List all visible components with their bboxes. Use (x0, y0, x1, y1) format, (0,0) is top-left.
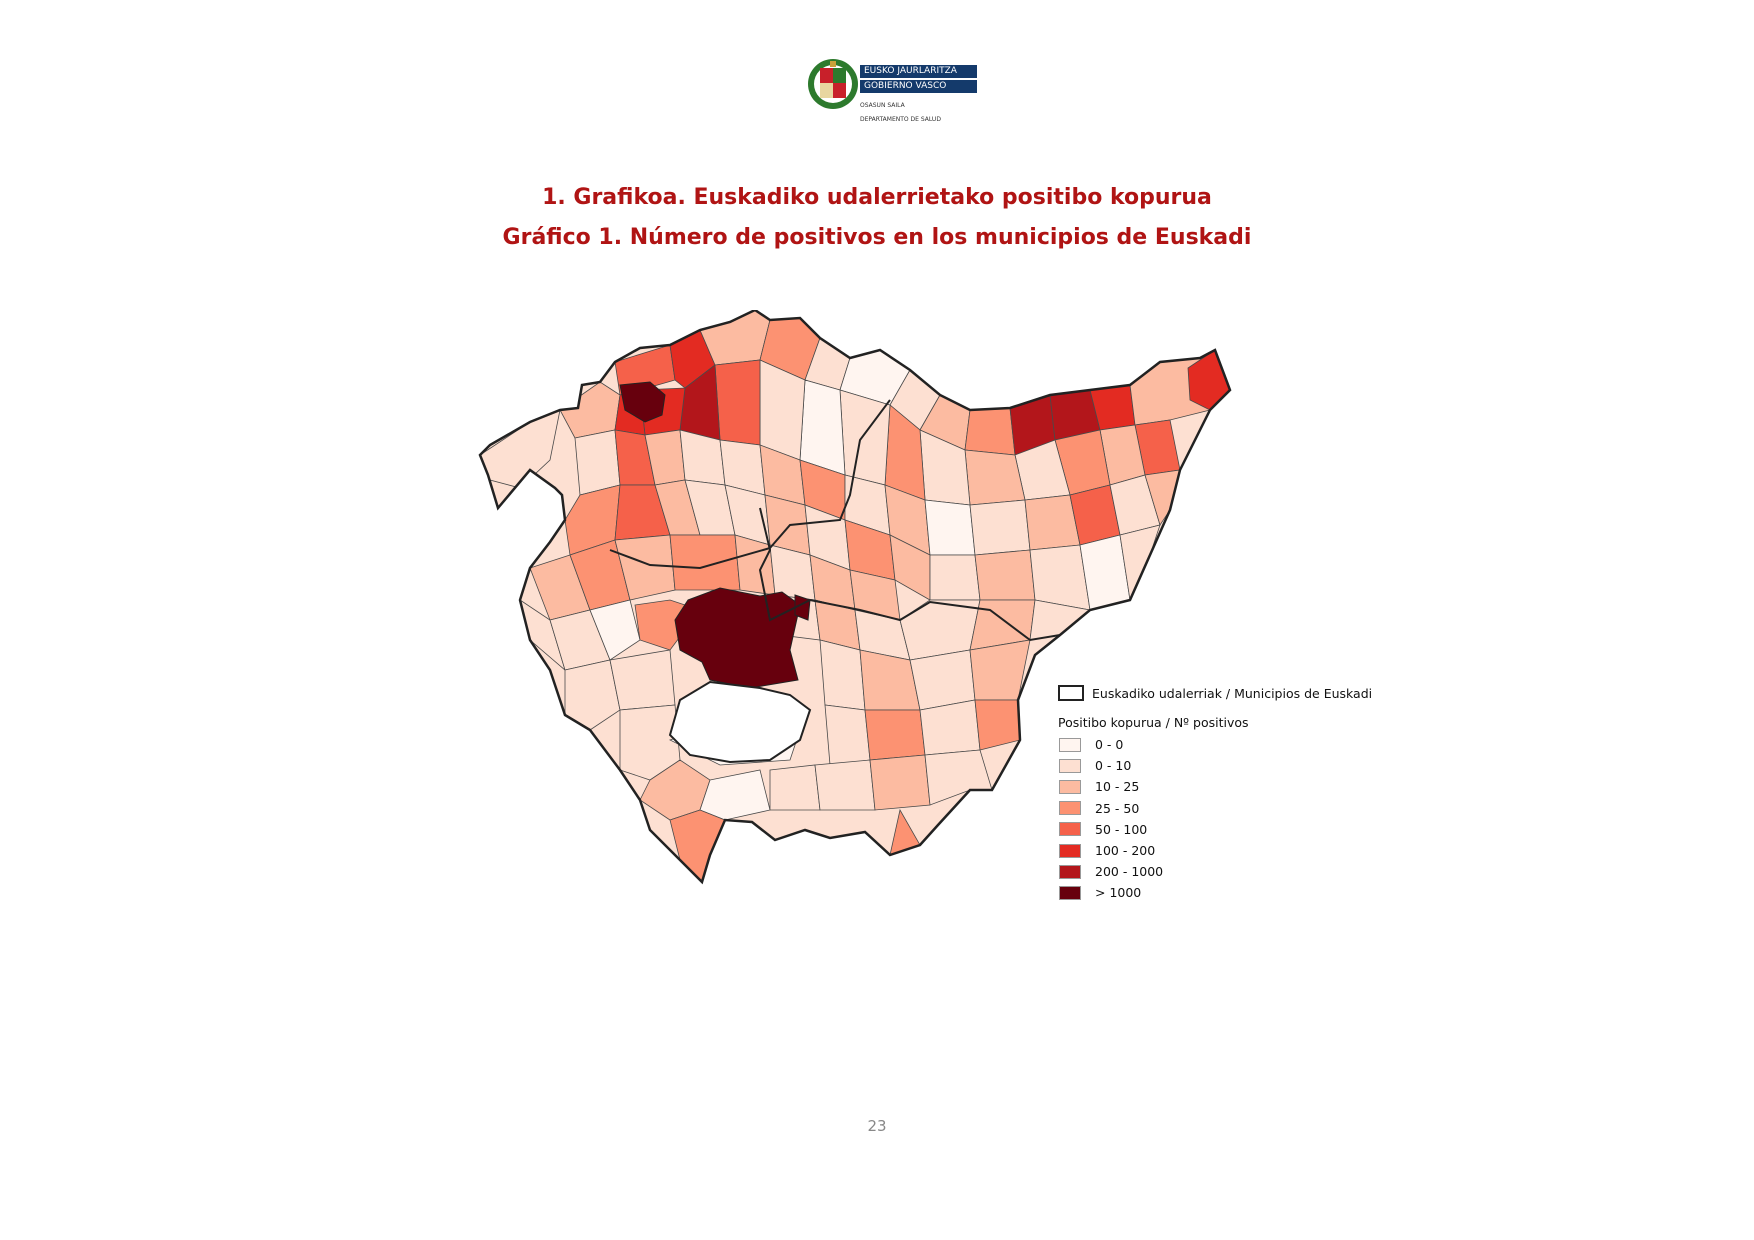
municipality-patches (480, 310, 1230, 882)
municipality-patch (824, 704, 871, 766)
legend-item-label: > 1000 (1095, 885, 1142, 901)
legend-swatch (1059, 822, 1081, 837)
municipality-patch (964, 407, 1016, 456)
legend-swatch (1059, 801, 1081, 816)
legend-item: > 1000 (1058, 882, 1372, 903)
bilbao-hotspot (619, 381, 666, 423)
municipality-patch (964, 449, 1026, 506)
municipality-patch (799, 829, 871, 882)
department-name-spanish: DEPARTAMENTO DE SALUD (860, 116, 941, 123)
municipality-patch (974, 549, 1036, 601)
municipality-patch (814, 759, 876, 811)
legend-swatch (1059, 885, 1081, 900)
legend-boundary-row: Euskadiko udalerriak / Municipios de Eus… (1058, 682, 1372, 704)
municipality-patch (799, 379, 846, 476)
logo-text-spanish: GOBIERNO VASCO (860, 80, 977, 93)
municipality-patch (869, 754, 931, 811)
title-basque: 1. Grafikoa. Euskadiko udalerrietako pos… (542, 185, 1212, 210)
province-boundaries (609, 399, 1061, 642)
coat-of-arms-icon (808, 59, 858, 109)
legend-item: 50 - 100 (1058, 819, 1372, 840)
legend-swatch (1059, 758, 1081, 773)
municipality-patch (609, 649, 676, 711)
boundary-swatch (1058, 685, 1084, 701)
logo-text-basque: EUSKO JAURLARITZA (860, 65, 977, 78)
legend-item: 0 - 10 (1058, 755, 1372, 776)
municipality-patch (969, 499, 1031, 556)
municipality-patch (669, 534, 741, 591)
region-outline (478, 310, 1232, 885)
municipality-patch (669, 809, 726, 882)
municipality-patch (1029, 544, 1091, 611)
municipality-patch (819, 639, 866, 711)
legend-swatch (1059, 843, 1081, 858)
municipality-patch (909, 649, 976, 711)
legend-title: Positibo kopurua / Nº positivos (1058, 715, 1249, 730)
legend-swatch (1059, 737, 1081, 752)
legend-item-label: 200 - 1000 (1095, 864, 1164, 880)
legend-classes: 0 - 0 0 - 10 10 - 25 25 - 50 50 - 100 100 - 2… (1058, 734, 1372, 904)
legend-swatch (1059, 864, 1081, 879)
municipality-patch (714, 359, 761, 446)
department-name-basque: OSASUN SAILA (860, 102, 905, 109)
map-legend: Euskadiko udalerriak / Municipios de Eus… (1058, 682, 1372, 904)
figure-titles: 1. Grafikoa. Euskadiko udalerrietako pos… (0, 178, 1754, 258)
municipality-patch (839, 389, 891, 486)
legend-item: 0 - 0 (1058, 734, 1372, 755)
municipality-patch (699, 769, 771, 821)
legend-item-label: 25 - 50 (1095, 800, 1140, 816)
legend-item: 100 - 200 (1058, 840, 1372, 861)
municipality-patch (614, 344, 676, 396)
legend-item-label: 50 - 100 (1095, 821, 1148, 837)
municipality-patch (794, 594, 811, 621)
municipality-patch (919, 699, 981, 756)
page-number: 23 (867, 1117, 887, 1135)
municipality-patch (564, 659, 621, 731)
legend-item-label: 100 - 200 (1095, 843, 1156, 859)
legend-item: 10 - 25 (1058, 776, 1372, 797)
municipality-patch (924, 499, 976, 556)
legend-item: 200 - 1000 (1058, 861, 1372, 882)
legend-swatch (1059, 779, 1081, 794)
municipality-patch (769, 764, 821, 811)
choropleth-map (478, 310, 1232, 885)
municipality-patch (574, 429, 621, 496)
legend-boundary-label: Euskadiko udalerriak / Municipios de Eus… (1092, 685, 1373, 701)
municipality-patch (929, 554, 981, 601)
government-logo: EUSKO JAURLARITZA GOBIERNO VASCO OSASUN … (806, 56, 986, 126)
legend-item: 25 - 50 (1058, 798, 1372, 819)
title-spanish: Gráfico 1. Número de positivos en los mu… (502, 225, 1252, 250)
legend-item-label: 0 - 10 (1095, 758, 1132, 774)
enclave-area (668, 680, 812, 764)
legend-item-label: 10 - 25 (1095, 779, 1140, 795)
municipality-patch (864, 709, 926, 761)
legend-item-label: 0 - 0 (1095, 737, 1124, 753)
